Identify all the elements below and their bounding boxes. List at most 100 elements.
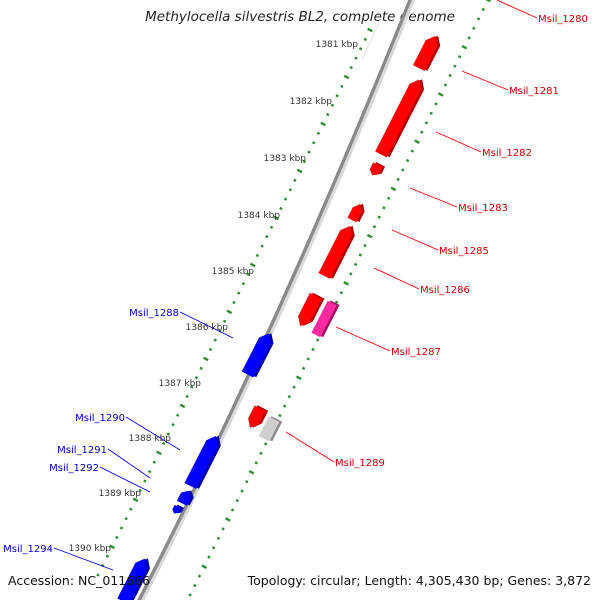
outer-tick-mark [216, 536, 221, 541]
inner-tick-mark [199, 366, 203, 370]
outer-tick-mark [420, 130, 424, 134]
gene-msil-1281-body [375, 79, 422, 158]
outer-tick-mark [211, 546, 216, 550]
outer-tick-mark [485, 0, 491, 3]
outer-tick-mark [429, 111, 433, 116]
outer-tick-mark [221, 527, 225, 531]
outer-tick-mark [405, 158, 410, 163]
inner-tick-mark [293, 178, 297, 183]
gene-msil-1294 [117, 558, 150, 600]
inner-tick-mark [349, 65, 353, 70]
outer-tick-mark [366, 233, 373, 239]
gene-msil-1288 [241, 333, 274, 378]
inner-tick-mark [249, 262, 256, 268]
inner-tick-mark [115, 535, 119, 540]
backbone-shadow [137, 0, 416, 600]
gene-msil-1292 [172, 504, 184, 514]
inner-tick-mark [358, 47, 363, 51]
gene-label-reverse: Msil_1288 [129, 308, 179, 319]
inner-tick-mark [166, 432, 171, 436]
leader-line-reverse [179, 311, 234, 339]
outer-tick-mark [448, 73, 452, 78]
inner-tick-mark [269, 225, 274, 229]
inner-tick-mark [96, 573, 100, 577]
gene-label-reverse: Msil_1292 [49, 463, 99, 474]
outer-tick-mark [245, 479, 249, 484]
inner-tick-mark [265, 235, 269, 239]
outer-tick-mark [461, 44, 468, 50]
outer-tick-mark [193, 583, 197, 588]
inner-tick-mark [138, 488, 142, 493]
outer-tick-mark [278, 413, 282, 418]
gene-label-forward: Msil_1283 [458, 203, 508, 214]
inner-tick-mark [326, 112, 330, 117]
outer-tick-mark [358, 253, 362, 257]
inner-tick-mark [190, 385, 194, 389]
gene-msil-1287 [311, 300, 340, 338]
leader-line-reverse [107, 448, 151, 479]
outer-tick-mark [248, 469, 255, 475]
outer-tick-mark [476, 17, 481, 21]
inner-tick-mark [156, 450, 162, 456]
leader-line-forward [461, 70, 509, 91]
leader-line-forward [335, 326, 391, 352]
leader-line-reverse [53, 547, 114, 571]
outer-tick-mark [472, 26, 476, 31]
backbone-highlight [361, 19, 381, 61]
inner-tick-mark [343, 74, 350, 80]
inner-tick-mark [288, 188, 292, 192]
inner-tick-mark [260, 244, 264, 248]
outer-tick-mark [230, 508, 235, 512]
outer-tick-mark [224, 517, 231, 522]
kbp-tick-label: 1386 kbp [186, 323, 229, 333]
gene-msil-1286 [298, 292, 325, 327]
outer-tick-mark [207, 555, 211, 559]
outer-tick-mark [259, 451, 263, 456]
inner-tick-mark [246, 272, 250, 276]
outer-tick-mark [396, 177, 400, 182]
inner-tick-mark [143, 479, 147, 483]
gene-msil-1283-body [347, 203, 362, 223]
gene-label-forward: Msil_1280 [538, 14, 588, 25]
kbp-tick-label: 1382 kbp [290, 97, 333, 107]
gene-msil-1282-body [369, 162, 383, 176]
inner-tick-mark [147, 469, 152, 474]
inner-tick-mark [124, 516, 128, 521]
outer-tick-mark [301, 366, 306, 371]
outer-tick-mark [334, 300, 339, 304]
kbp-tick-label: 1390 kbp [69, 544, 112, 554]
inner-tick-mark [185, 394, 189, 399]
outer-tick-mark [240, 489, 244, 493]
gene-label-forward: Msil_1281 [509, 86, 559, 97]
position-tick-marks [96, 0, 491, 597]
gene-label-reverse: Msil_1294 [3, 544, 53, 555]
outer-tick-mark [382, 206, 386, 210]
inner-tick-mark [273, 215, 280, 221]
kbp-tick-label: 1383 kbp [264, 154, 307, 164]
accession-label: Accession: NC_011666 [8, 573, 151, 588]
inner-tick-mark [109, 544, 115, 550]
inner-tick-mark [354, 56, 358, 60]
gene-msil-1286-body [298, 292, 322, 327]
gene-label-forward: Msil_1285 [439, 246, 489, 257]
gene-msil-1282 [369, 162, 386, 176]
outer-tick-mark [410, 149, 415, 153]
outer-tick-mark [197, 574, 202, 578]
outer-tick-mark [235, 498, 240, 503]
gene-msil-1281 [375, 79, 425, 158]
outer-tick-mark [287, 394, 292, 399]
inner-tick-mark [119, 526, 124, 530]
outer-tick-mark [401, 168, 405, 172]
inner-tick-mark [330, 103, 335, 107]
inner-tick-mark [236, 291, 241, 295]
gene-msil-1285-body [318, 226, 352, 279]
genome-summary: Topology: circular; Length: 4,305,430 bp… [247, 573, 591, 588]
outer-tick-mark [390, 186, 397, 192]
gene-msil-1294-body [117, 558, 148, 600]
gene-msil-1280 [413, 35, 441, 71]
gene-msil-1289-red [248, 405, 269, 428]
kbp-tick-label: 1388 kbp [129, 434, 172, 444]
kbp-tick-label: 1387 kbp [159, 379, 202, 389]
kbp-tick-label: 1385 kbp [212, 267, 255, 277]
inner-tick-mark [222, 319, 227, 323]
